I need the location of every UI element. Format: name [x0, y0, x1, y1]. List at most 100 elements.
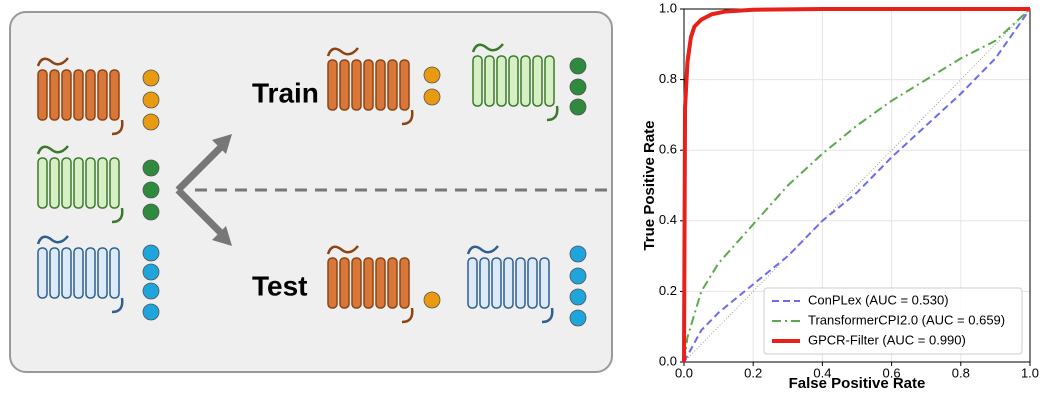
ligand [569, 98, 587, 116]
protein-tail [541, 307, 554, 324]
helix [399, 59, 410, 111]
helix [363, 257, 374, 309]
helix [61, 157, 72, 209]
y-tick-label: 0.6 [659, 142, 677, 157]
ligand [423, 88, 441, 106]
helix [97, 69, 108, 121]
legend-label: GPCR-Filter (AUC = 0.990) [808, 332, 966, 347]
ligand [569, 57, 587, 75]
test-label: Test [252, 270, 308, 301]
helix [327, 59, 338, 111]
helix [484, 55, 495, 107]
helix [97, 157, 108, 209]
helix [387, 59, 398, 111]
ligand [142, 282, 160, 300]
helix [37, 157, 48, 209]
ligand [142, 244, 160, 262]
helix [73, 247, 84, 299]
ligand [142, 263, 160, 281]
arrow-head [212, 226, 232, 246]
ligand [423, 291, 441, 309]
helix [61, 247, 72, 299]
y-tick-label: 0.4 [659, 212, 677, 227]
helix [49, 247, 60, 299]
ligand [569, 78, 587, 96]
helix [532, 55, 543, 107]
ligand [142, 303, 160, 321]
ligand [569, 309, 587, 327]
y-tick-label: 0.0 [659, 353, 677, 368]
helix [109, 69, 120, 121]
helix [479, 257, 490, 309]
x-axis-label: False Positive Rate [789, 375, 926, 392]
helix [327, 257, 338, 309]
panel [9, 11, 613, 373]
y-tick-label: 0.8 [659, 71, 677, 86]
roc-line [682, 7, 1030, 363]
roc-line [683, 8, 1031, 363]
helix [109, 247, 120, 299]
x-tick-label: 0.8 [952, 365, 970, 380]
helix [61, 69, 72, 121]
helix [49, 157, 60, 209]
helix [351, 59, 362, 111]
helix [351, 257, 362, 309]
helix [73, 157, 84, 209]
legend-label: ConPLex (AUC = 0.530) [808, 292, 949, 307]
protein-tail [111, 207, 124, 224]
helix [508, 55, 519, 107]
arrow [175, 143, 225, 193]
ligand [142, 159, 160, 177]
ligand [423, 66, 441, 84]
helix [503, 257, 514, 309]
protein-tail [326, 47, 359, 57]
train-label: Train [252, 77, 319, 108]
helix [515, 257, 526, 309]
ligand [142, 69, 160, 87]
roc-line [683, 8, 1031, 363]
ligand [142, 91, 160, 109]
protein-tail [36, 145, 69, 155]
protein-tail [401, 307, 414, 324]
ligand [569, 245, 587, 263]
legend-label: TransformerCPI2.0 (AUC = 0.659) [808, 312, 1005, 327]
helix [49, 69, 60, 121]
helix [37, 247, 48, 299]
ligand [569, 267, 587, 285]
helix [85, 157, 96, 209]
arrow-head [212, 134, 232, 154]
helix [375, 59, 386, 111]
x-tick-label: 1.0 [1021, 365, 1039, 380]
y-tick-label: 0.2 [659, 283, 677, 298]
helix [472, 55, 483, 107]
ligand [569, 288, 587, 306]
helix [544, 55, 555, 107]
ligand [142, 181, 160, 199]
helix [375, 257, 386, 309]
protein-tail [36, 57, 69, 67]
protein-tail [546, 105, 559, 122]
helix [363, 59, 374, 111]
helix [387, 257, 398, 309]
ligand [142, 203, 160, 221]
helix [491, 257, 502, 309]
protein-tail [471, 43, 504, 53]
helix [527, 257, 538, 309]
helix [467, 257, 478, 309]
protein-tail [111, 119, 124, 136]
arrow [175, 187, 225, 237]
y-tick-label: 1.0 [659, 0, 677, 15]
x-tick-label: 0.4 [813, 365, 831, 380]
x-tick-label: 0.2 [744, 365, 762, 380]
protein-tail [466, 245, 499, 255]
protein-tail [36, 235, 69, 245]
helix [539, 257, 550, 309]
helix [97, 247, 108, 299]
x-tick-label: 0.6 [883, 365, 901, 380]
helix [339, 257, 350, 309]
ligand [142, 113, 160, 131]
x-tick-label: 0.0 [675, 365, 693, 380]
y-axis-label: True Positive Rate [641, 120, 658, 250]
helix [109, 157, 120, 209]
helix [85, 247, 96, 299]
